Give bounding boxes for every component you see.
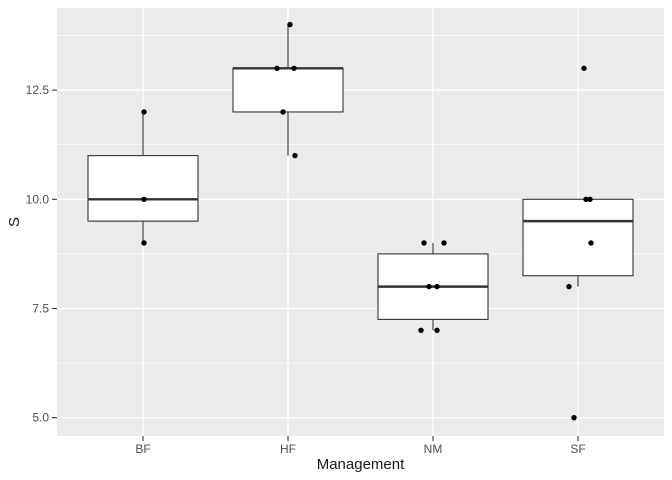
y-axis-title: S (6, 217, 23, 228)
x-axis-title: Management (316, 456, 405, 473)
box-hf (232, 67, 344, 113)
data-point (441, 240, 447, 246)
data-point (581, 65, 587, 71)
data-point (274, 65, 280, 71)
data-point (141, 240, 147, 246)
x-tick-label: SF (570, 442, 585, 456)
data-point (141, 196, 147, 202)
box-bf (87, 155, 199, 222)
box-sf (522, 198, 634, 277)
y-tick-label: 5.0 (32, 411, 49, 425)
data-point (426, 283, 432, 290)
data-point (566, 283, 572, 290)
data-point (418, 327, 424, 334)
data-point (434, 283, 440, 290)
y-tick-label: 10.0 (26, 192, 50, 206)
data-point (421, 240, 427, 246)
x-tick-label: BF (135, 442, 150, 456)
data-point (434, 327, 440, 334)
y-tick-label: 7.5 (32, 301, 49, 315)
data-point (141, 109, 147, 115)
x-tick-label: HF (280, 442, 296, 456)
data-point (571, 414, 577, 421)
data-point (280, 109, 286, 115)
x-tick-label: NM (424, 442, 443, 456)
data-point (287, 21, 293, 28)
y-tick-label: 12.5 (26, 83, 50, 97)
data-point (587, 196, 593, 202)
data-point (588, 240, 594, 246)
data-point (583, 196, 589, 202)
data-point (292, 152, 298, 159)
data-point (291, 65, 297, 71)
